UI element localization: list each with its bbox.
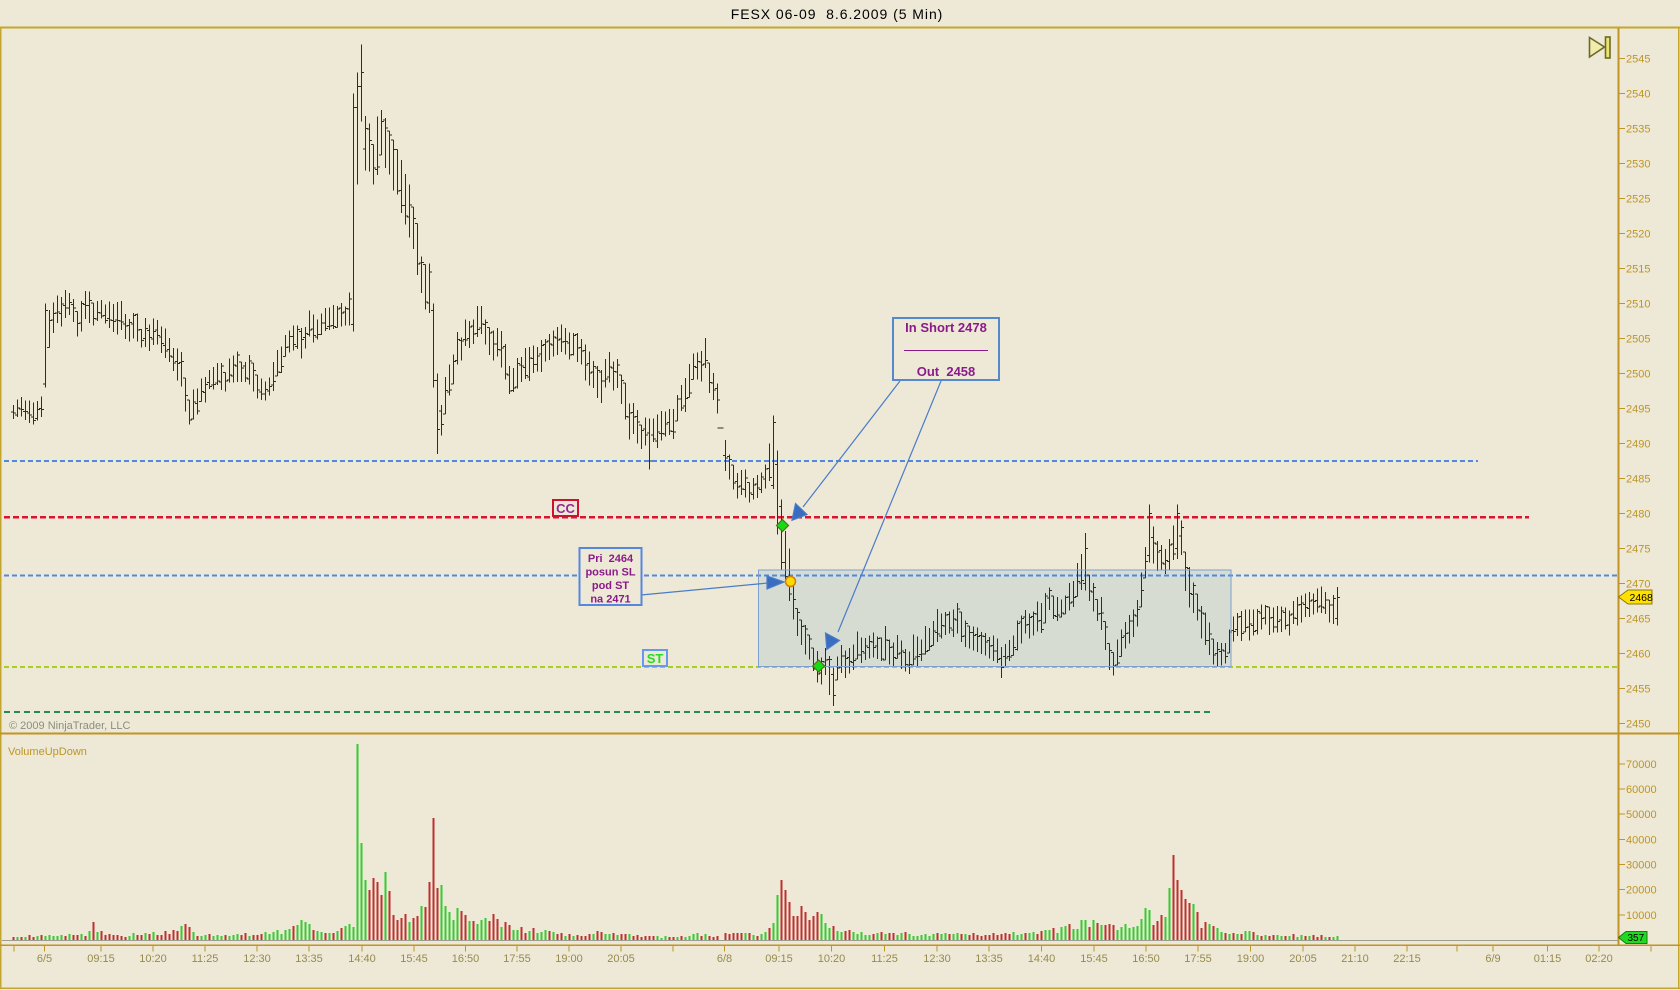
svg-text:6/5: 6/5 [37, 953, 52, 965]
svg-text:2475: 2475 [1626, 544, 1650, 556]
svg-text:19:00: 19:00 [1237, 953, 1265, 965]
svg-text:2535: 2535 [1626, 124, 1650, 136]
svg-text:15:45: 15:45 [1080, 953, 1108, 965]
svg-text:12:30: 12:30 [923, 953, 951, 965]
svg-text:2500: 2500 [1626, 369, 1650, 381]
svg-text:40000: 40000 [1626, 834, 1657, 846]
svg-text:02:20: 02:20 [1585, 953, 1613, 965]
svg-text:13:35: 13:35 [975, 953, 1003, 965]
svg-text:17:55: 17:55 [1184, 953, 1212, 965]
svg-text:14:40: 14:40 [1028, 953, 1056, 965]
svg-text:12:30: 12:30 [243, 953, 271, 965]
svg-text:2515: 2515 [1626, 264, 1650, 276]
svg-text:50000: 50000 [1626, 809, 1657, 821]
svg-text:2520: 2520 [1626, 229, 1650, 241]
svg-text:posun SL: posun SL [585, 567, 635, 579]
svg-text:CC: CC [556, 501, 575, 516]
svg-text:na 2471: na 2471 [590, 594, 630, 606]
svg-text:Out 2458: Out 2458 [917, 364, 976, 379]
svg-text:VolumeUpDown: VolumeUpDown [8, 746, 87, 758]
svg-text:6/9: 6/9 [1485, 953, 1500, 965]
svg-text:2510: 2510 [1626, 299, 1650, 311]
svg-text:2480: 2480 [1626, 509, 1650, 521]
svg-text:60000: 60000 [1626, 784, 1657, 796]
svg-text:22:15: 22:15 [1393, 953, 1421, 965]
svg-text:2525: 2525 [1626, 194, 1650, 206]
svg-text:2540: 2540 [1626, 89, 1650, 101]
svg-text:Pri 2464: Pri 2464 [588, 553, 634, 565]
svg-text:2485: 2485 [1626, 474, 1650, 486]
svg-text:10:20: 10:20 [139, 953, 167, 965]
svg-text:13:35: 13:35 [295, 953, 323, 965]
svg-text:ST: ST [647, 651, 664, 666]
svg-text:14:40: 14:40 [348, 953, 376, 965]
svg-text:pod ST: pod ST [592, 580, 630, 592]
svg-text:2460: 2460 [1626, 649, 1650, 661]
svg-text:09:15: 09:15 [87, 953, 115, 965]
svg-text:2450: 2450 [1626, 719, 1650, 731]
svg-text:© 2009 NinjaTrader, LLC: © 2009 NinjaTrader, LLC [9, 720, 130, 732]
svg-text:16:50: 16:50 [1132, 953, 1160, 965]
svg-text:21:10: 21:10 [1341, 953, 1369, 965]
svg-text:10:20: 10:20 [818, 953, 846, 965]
svg-text:16:50: 16:50 [452, 953, 480, 965]
svg-text:2505: 2505 [1626, 334, 1650, 346]
svg-text:17:55: 17:55 [503, 953, 531, 965]
svg-text:357: 357 [1628, 933, 1645, 944]
svg-text:2530: 2530 [1626, 159, 1650, 171]
svg-text:2490: 2490 [1626, 439, 1650, 451]
svg-text:20000: 20000 [1626, 885, 1657, 897]
svg-text:01:15: 01:15 [1534, 953, 1562, 965]
svg-text:In Short 2478: In Short 2478 [905, 320, 987, 335]
svg-text:15:45: 15:45 [400, 953, 428, 965]
svg-text:2468: 2468 [1630, 592, 1654, 604]
svg-text:70000: 70000 [1626, 759, 1657, 771]
svg-text:30000: 30000 [1626, 860, 1657, 872]
svg-text:20:05: 20:05 [1289, 953, 1317, 965]
svg-text:10000: 10000 [1626, 910, 1657, 922]
svg-text:2470: 2470 [1626, 579, 1650, 591]
svg-text:11:25: 11:25 [871, 953, 898, 965]
svg-text:2495: 2495 [1626, 404, 1650, 416]
svg-text:2545: 2545 [1626, 54, 1650, 66]
svg-text:20:05: 20:05 [607, 953, 635, 965]
svg-text:09:15: 09:15 [765, 953, 793, 965]
svg-text:11:25: 11:25 [192, 953, 219, 965]
svg-text:2455: 2455 [1626, 684, 1650, 696]
svg-text:2465: 2465 [1626, 614, 1650, 626]
svg-text:6/8: 6/8 [717, 953, 732, 965]
svg-text:19:00: 19:00 [555, 953, 583, 965]
svg-text:FESX 06-09 8.6.2009 (5 Min): FESX 06-09 8.6.2009 (5 Min) [731, 6, 944, 22]
